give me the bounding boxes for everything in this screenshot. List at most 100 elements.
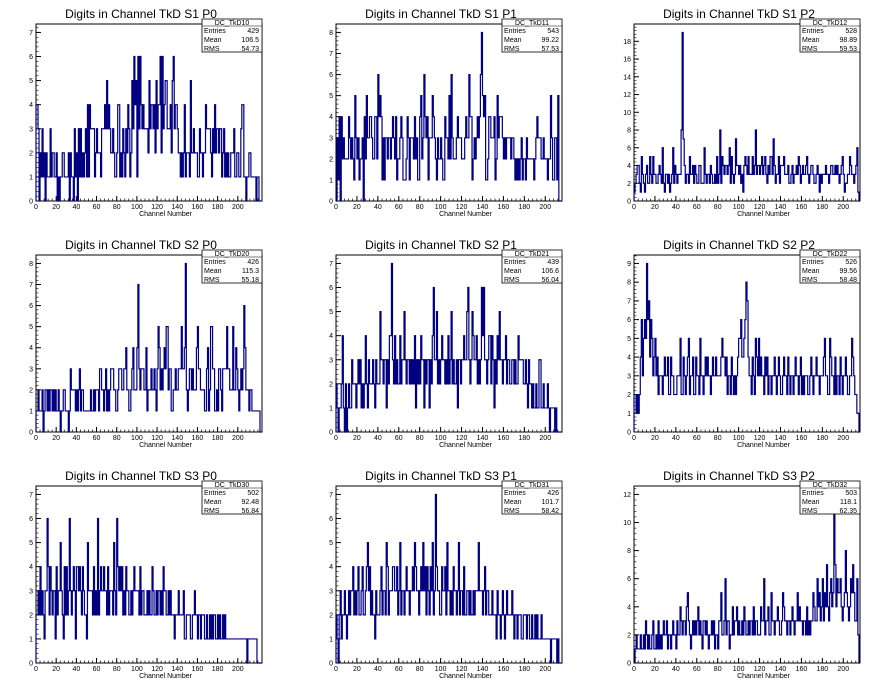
x-tick-label: 120 — [151, 204, 163, 211]
y-tick-label: 4 — [329, 114, 333, 121]
x-tick-label: 100 — [131, 435, 143, 442]
x-tick-label: 60 — [93, 666, 101, 673]
x-tick-label: 0 — [334, 204, 338, 211]
stats-value: 99.22 — [541, 37, 559, 44]
x-tick-label: 140 — [477, 435, 489, 442]
stats-label: RMS — [802, 46, 818, 53]
stats-name: DC_TkD30 — [215, 482, 250, 489]
y-tick-label: 8 — [329, 30, 333, 37]
x-tick-label: 160 — [192, 435, 204, 442]
y-tick-label: 3 — [29, 366, 33, 373]
stats-value: 502 — [247, 490, 259, 497]
x-tick-label: 140 — [171, 435, 183, 442]
y-tick-label: 7 — [329, 492, 333, 499]
y-tick-label: 14 — [623, 74, 631, 81]
x-tick-label: 40 — [374, 666, 382, 673]
chart-title: Digits in Channel TkD S2 P2 — [663, 238, 815, 252]
x-tick-label: 100 — [435, 666, 447, 673]
stats-label: RMS — [204, 46, 220, 53]
x-tick-label: 20 — [651, 204, 659, 211]
stats-label: Mean — [802, 268, 820, 275]
stats-box — [201, 18, 263, 53]
stats-value: 101.7 — [541, 499, 559, 506]
stats-label: Entries — [802, 28, 824, 35]
x-tick-label: 200 — [232, 435, 244, 442]
x-tick-label: 160 — [498, 204, 510, 211]
y-tick-label: 8 — [627, 548, 631, 555]
x-tick-label: 200 — [837, 204, 849, 211]
stats-box — [501, 249, 563, 284]
stats-value: 528 — [845, 28, 857, 35]
histogram-series — [335, 493, 562, 664]
x-tick-label: 100 — [733, 435, 745, 442]
x-tick-label: 80 — [714, 435, 722, 442]
x-tick-label: 20 — [353, 666, 361, 673]
x-tick-label: 100 — [435, 435, 447, 442]
stats-label: RMS — [802, 277, 818, 284]
stats-name: DC_TkD22 — [813, 251, 848, 258]
y-tick-label: 2 — [29, 387, 33, 394]
y-tick-label: 6 — [29, 54, 33, 61]
x-tick-label: 180 — [212, 666, 224, 673]
x-tick-label: 80 — [113, 666, 121, 673]
y-tick-label: 3 — [29, 126, 33, 133]
x-tick-label: 60 — [93, 204, 101, 211]
y-tick-label: 4 — [29, 102, 33, 109]
x-tick-label: 40 — [72, 204, 80, 211]
stats-value: 115.3 — [242, 268, 259, 275]
stats-name: DC_TkD31 — [515, 482, 550, 489]
x-tick-label: 180 — [212, 435, 224, 442]
histogram-series — [35, 262, 262, 433]
y-tick-label: 6 — [627, 317, 631, 324]
stats-label: Mean — [504, 268, 522, 275]
x-tick-label: 180 — [518, 666, 530, 673]
x-tick-label: 0 — [632, 204, 636, 211]
y-tick-label: 5 — [29, 324, 33, 331]
stats-value: 58.48 — [839, 277, 857, 284]
y-tick-label: 2 — [627, 632, 631, 639]
x-axis-label: Channel Number — [737, 442, 791, 449]
stats-box — [799, 18, 861, 53]
y-tick-label: 9 — [627, 261, 631, 268]
stats-value: 439 — [547, 259, 559, 266]
x-tick-label: 20 — [52, 435, 60, 442]
x-tick-label: 200 — [232, 666, 244, 673]
histogram-series — [634, 507, 860, 664]
x-tick-label: 80 — [416, 435, 424, 442]
y-tick-label: 4 — [29, 345, 33, 352]
histogram-panel: Digits in Channel TkD S2 P20 20 40 60 80 100 1… — [627, 238, 861, 449]
stats-value: 56.84 — [241, 508, 259, 515]
x-tick-label: 100 — [131, 204, 143, 211]
y-tick-label: 5 — [29, 540, 33, 547]
x-tick-label: 160 — [796, 666, 808, 673]
x-tick-label: 180 — [816, 204, 828, 211]
x-tick-label: 100 — [733, 204, 745, 211]
y-tick-label: 0 — [627, 661, 631, 668]
x-tick-label: 20 — [353, 435, 361, 442]
y-tick-label: 5 — [29, 78, 33, 85]
stats-value: 503 — [845, 490, 857, 497]
x-tick-label: 20 — [52, 666, 60, 673]
x-tick-label: 120 — [754, 204, 766, 211]
x-tick-label: 140 — [775, 666, 787, 673]
stats-value: 98.89 — [839, 37, 857, 44]
x-tick-label: 140 — [171, 666, 183, 673]
y-tick-label: 7 — [329, 51, 333, 58]
y-tick-label: 8 — [627, 128, 631, 135]
y-tick-label: 10 — [623, 520, 631, 527]
stats-value: 92.48 — [241, 499, 259, 506]
stats-label: Mean — [802, 37, 820, 44]
x-tick-label: 60 — [395, 666, 403, 673]
x-tick-label: 120 — [456, 666, 468, 673]
y-tick-label: 12 — [623, 92, 631, 99]
stats-label: RMS — [504, 508, 520, 515]
stats-name: DC_TkD11 — [515, 20, 549, 27]
chart-title: Digits in Channel TkD S3 P2 — [663, 469, 815, 483]
stats-label: Entries — [802, 259, 824, 266]
chart-title: Digits in Channel TkD S3 P0 — [65, 469, 217, 483]
histogram-panel: Digits in Channel TkD S2 P00 20 40 60 80 100 1… — [29, 238, 263, 449]
stats-name: DC_TkD20 — [215, 251, 250, 258]
stats-box — [501, 480, 563, 515]
stats-value: 99.56 — [839, 268, 857, 275]
x-tick-label: 0 — [334, 435, 338, 442]
